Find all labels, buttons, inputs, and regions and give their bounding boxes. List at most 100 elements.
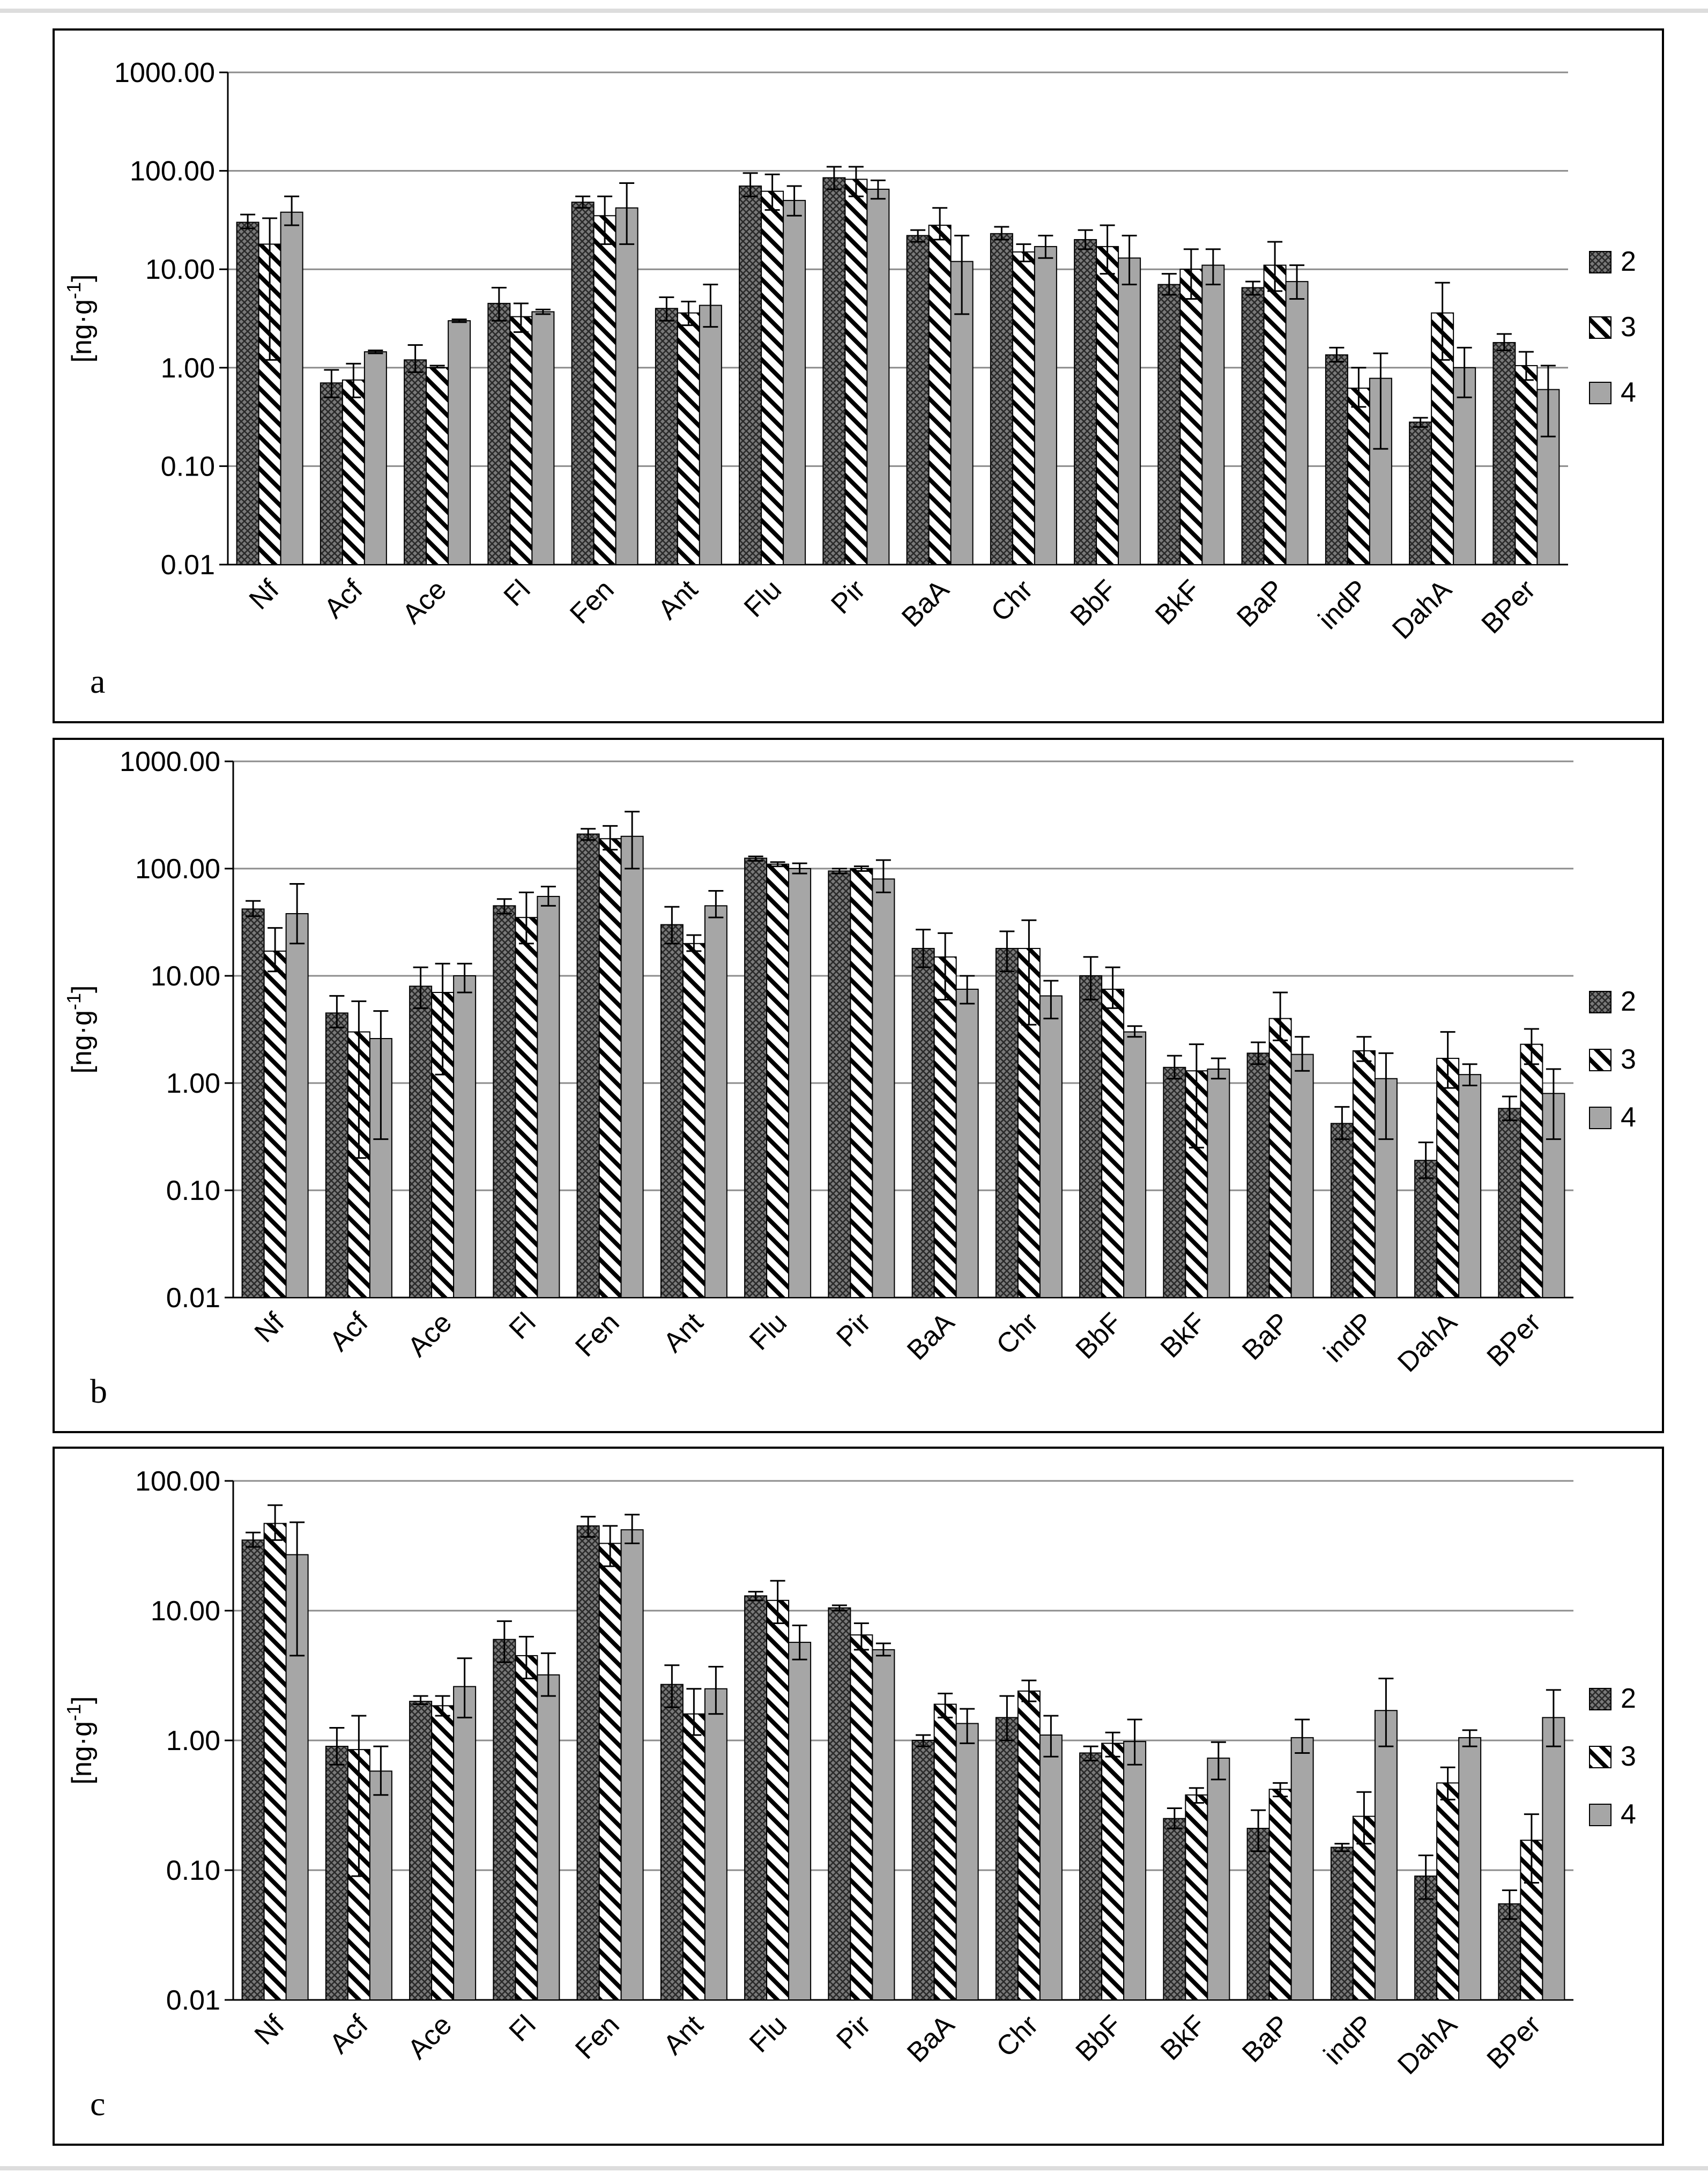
bar-2-Fen [576, 833, 600, 1298]
bar-3-Ace [426, 367, 449, 565]
bar-3-Acf [341, 379, 365, 566]
y-tick-label: 10.00 [145, 254, 215, 285]
bar-4-Nf [285, 913, 309, 1299]
bar-3-Fen [598, 1543, 622, 2000]
bar-3-Flu [761, 190, 784, 566]
bar-4-DahA [1458, 1737, 1482, 2000]
bar-4-BkF [1207, 1758, 1230, 2001]
bar-2-Ant [660, 924, 684, 1299]
bar-2-BkF [1157, 284, 1181, 565]
bar-2-BaA [906, 235, 930, 566]
bar-2-Ace [409, 1701, 433, 2000]
bar-4-Fen [615, 207, 638, 565]
bar-3-Pir [850, 868, 873, 1298]
bar-3-Chr [1012, 251, 1035, 566]
bar-2-BbF [1079, 975, 1103, 1298]
legend-label-4: 4 [1621, 1799, 1636, 1830]
bar-4-BaA [955, 1723, 979, 2000]
chart-panel-a: 0.010.101.0010.00100.001000.00[ng·g-1]Nf… [53, 28, 1664, 723]
legend-swatch-3 [1589, 316, 1612, 339]
legend-swatch-3 [1589, 1746, 1612, 1768]
panel-label: a [90, 662, 105, 700]
bar-3-Nf [263, 1523, 287, 2000]
bar-4-Acf [369, 1770, 392, 2001]
panel-label: c [90, 2085, 105, 2123]
bar-2-Fl [493, 905, 516, 1299]
bar-2-Fen [576, 1525, 600, 2001]
bar-4-Fen [620, 835, 644, 1298]
bar-4-Fl [537, 1674, 560, 2000]
bar-2-Ace [404, 359, 427, 565]
bar-3-BaA [933, 1703, 957, 2001]
bar-3-Chr [1017, 1690, 1041, 2000]
y-tick-label: 0.10 [166, 1855, 220, 1886]
bar-4-indP [1374, 1710, 1398, 2001]
bar-4-Ant [704, 905, 727, 1299]
bar-2-BaP [1241, 287, 1265, 565]
bar-4-BaP [1290, 1737, 1314, 2000]
bar-3-indP [1352, 1050, 1376, 1298]
bar-4-Ant [699, 305, 722, 565]
bar-4-Flu [788, 868, 812, 1298]
bar-3-BkF [1179, 269, 1203, 565]
y-axis-label: [ng·g-1] [63, 1696, 98, 1785]
bar-2-BaP [1246, 1828, 1270, 2001]
bar-2-Ant [660, 1684, 684, 2000]
bar-2-BbF [1079, 1752, 1103, 2000]
bar-4-Flu [788, 1642, 812, 2001]
bar-2-indP [1330, 1123, 1354, 1298]
bar-3-Ant [682, 943, 706, 1298]
y-tick-label: 100.00 [130, 156, 215, 187]
bar-4-Fen [620, 1529, 644, 2000]
bar-4-Ant [704, 1688, 727, 2000]
bar-4-BbF [1123, 1741, 1147, 2000]
bar-4-BaA [955, 988, 979, 1299]
bar-3-BbF [1096, 246, 1119, 565]
bar-3-BaP [1268, 1018, 1292, 1298]
bar-3-Fen [593, 215, 617, 566]
y-tick-label: 1.00 [166, 1725, 220, 1756]
y-tick-label: 0.10 [166, 1175, 220, 1206]
bar-3-Fl [515, 1655, 538, 2001]
bar-2-BaA [911, 1740, 935, 2000]
bar-4-DahA [1458, 1074, 1482, 1298]
bar-2-Acf [320, 382, 343, 565]
bar-2-Pir [828, 870, 851, 1299]
y-tick-label: 1000.00 [114, 57, 215, 88]
bar-2-Acf [325, 1012, 348, 1299]
legend-label-4: 4 [1621, 1102, 1636, 1133]
bar-4-Pir [866, 188, 890, 565]
bar-2-Flu [744, 857, 768, 1299]
bar-3-BaP [1263, 264, 1287, 566]
bar-4-Pir [872, 878, 895, 1298]
bar-3-DahA [1436, 1782, 1460, 2000]
bar-2-BaP [1246, 1053, 1270, 1298]
y-tick-label: 100.00 [135, 1466, 220, 1497]
bar-2-indP [1325, 354, 1348, 565]
legend-swatch-2 [1589, 1688, 1612, 1710]
bar-4-Nf [280, 211, 303, 566]
bar-3-Flu [766, 1599, 790, 2000]
y-tick-label: 10.00 [151, 1596, 220, 1627]
bar-4-Pir [872, 1649, 895, 2001]
bar-2-Flu [744, 1595, 768, 2001]
bar-2-BbF [1074, 239, 1097, 565]
bar-2-Chr [995, 947, 1019, 1299]
bar-3-Nf [263, 950, 287, 1298]
bar-2-BPer [1492, 342, 1516, 565]
bar-4-DahA [1453, 367, 1476, 565]
bar-3-BaA [928, 225, 952, 565]
y-tick-label: 10.00 [151, 961, 220, 992]
bar-3-Pir [844, 179, 868, 565]
legend-label-3: 3 [1621, 312, 1636, 343]
bar-2-DahA [1409, 421, 1432, 565]
legend-label-4: 4 [1621, 377, 1636, 408]
legend-swatch-2 [1589, 991, 1612, 1013]
bar-4-Fl [531, 311, 555, 565]
bar-2-Pir [828, 1607, 851, 2000]
bar-2-Pir [822, 177, 846, 566]
y-tick-label: 1.00 [161, 353, 215, 384]
bar-2-BkF [1163, 1818, 1186, 2000]
legend-swatch-4 [1589, 382, 1612, 404]
